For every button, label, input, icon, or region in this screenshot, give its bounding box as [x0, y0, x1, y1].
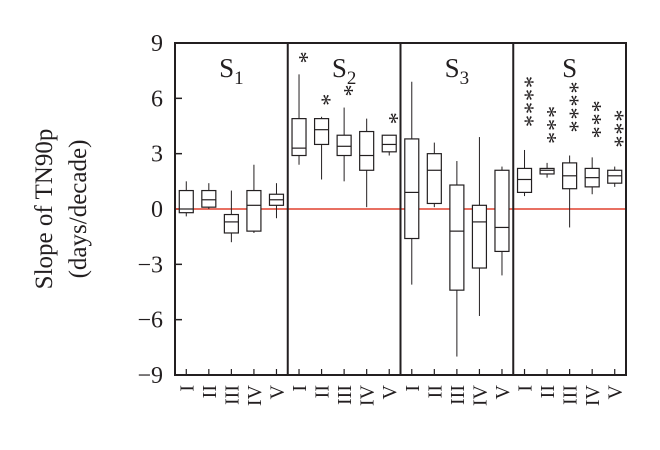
significance-marker: ***: [602, 110, 628, 149]
significance-marker: ****: [557, 82, 583, 134]
box: [471, 204, 488, 269]
panel-title-sub: 3: [460, 68, 470, 89]
box: [359, 130, 375, 171]
box: [313, 118, 330, 146]
y-tick-label: −9: [137, 363, 163, 389]
panel-title: S3: [445, 53, 470, 89]
x-tick-label: II: [312, 385, 334, 398]
box: [494, 169, 510, 253]
significance-marker: ****: [512, 76, 538, 128]
significance-marker: *: [286, 51, 312, 64]
y-tick-label: 6: [151, 86, 163, 112]
panel-title-main: S: [219, 53, 234, 83]
panel-title-main: S: [332, 53, 347, 83]
panel-title-main: S: [445, 53, 460, 83]
x-tick-label: V: [605, 384, 627, 399]
box: [201, 189, 217, 208]
box: [449, 184, 465, 291]
x-tick-label: I: [289, 385, 311, 392]
x-tick-label: I: [402, 385, 424, 392]
x-tick-label: V: [492, 384, 514, 399]
x-tick-label: II: [199, 385, 221, 398]
panel-title-sub: 2: [347, 68, 357, 89]
x-tick-label: IV: [469, 384, 491, 406]
x-tick-label: II: [537, 385, 559, 398]
box: [223, 213, 239, 234]
x-tick-label: III: [560, 385, 582, 405]
panel-title-main: S: [562, 53, 577, 83]
significance-marker: *: [309, 94, 335, 107]
x-tick-label: II: [424, 385, 446, 398]
panel-title: S2: [332, 53, 357, 89]
box: [539, 167, 555, 175]
y-axis-label: (days/decade): [65, 140, 92, 279]
x-tick-label: III: [447, 385, 469, 405]
x-tick-label: IV: [582, 384, 604, 406]
box: [336, 134, 352, 157]
y-axis-label: Slope of TN90p: [31, 129, 58, 290]
x-tick-label: V: [379, 384, 401, 399]
y-tick-label: 3: [151, 142, 163, 168]
x-tick-label: I: [176, 385, 198, 392]
box: [291, 118, 307, 157]
plot-frame: [174, 42, 627, 376]
panel-title-sub: 1: [234, 68, 244, 89]
x-tick-label: I: [515, 385, 537, 392]
x-tick-label: III: [334, 385, 356, 405]
x-tick-label: III: [221, 385, 243, 405]
panel-title: S: [562, 53, 577, 83]
y-tick-label: −6: [137, 308, 163, 334]
significance-marker: ***: [534, 106, 560, 145]
x-tick-label: IV: [244, 384, 266, 406]
box: [426, 153, 442, 205]
box: [178, 189, 194, 214]
significance-marker: *: [331, 85, 357, 98]
x-tick-label: V: [266, 384, 288, 399]
box: [246, 189, 262, 232]
y-tick-label: 9: [151, 31, 163, 57]
significance-marker: ***: [579, 100, 605, 139]
y-tick-label: 0: [151, 197, 163, 223]
box: [516, 167, 533, 194]
box: [404, 138, 420, 240]
box: [381, 134, 397, 153]
y-tick-label: −3: [137, 252, 163, 278]
box: [607, 169, 623, 184]
significance-marker: *: [376, 112, 402, 125]
x-tick-label: IV: [357, 384, 379, 406]
panel-title: S1: [219, 53, 244, 89]
